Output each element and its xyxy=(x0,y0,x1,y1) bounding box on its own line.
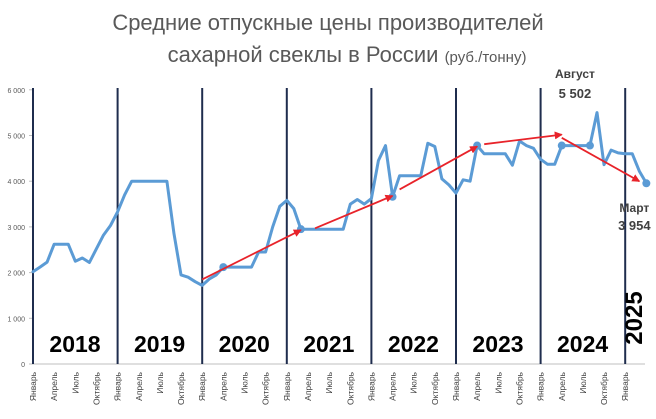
x-tick-label: Январь xyxy=(197,371,207,401)
x-tick-label: Июль xyxy=(409,371,419,393)
year-label: 2020 xyxy=(219,331,270,357)
x-tick-label: Январь xyxy=(282,371,292,401)
year-label: 2019 xyxy=(134,331,185,357)
annotation-label: Март xyxy=(619,201,649,215)
x-tick-label: Июль xyxy=(578,371,588,393)
x-tick-label: Январь xyxy=(451,371,461,401)
year-label: 2022 xyxy=(388,331,439,357)
annotation-label: Август xyxy=(555,67,595,81)
x-tick-label: Январь xyxy=(620,371,630,401)
chart-title-line1: Средние отпускные цены производителей xyxy=(112,10,544,35)
x-tick-label: Январь xyxy=(113,371,123,401)
y-tick-label: 0 xyxy=(21,362,25,369)
y-tick-label: 6 000 xyxy=(7,88,25,95)
x-tick-label: Апрель xyxy=(557,371,567,400)
trend-arrow xyxy=(484,131,563,146)
annotation-value: 3 954 xyxy=(618,218,651,233)
x-tick-label: Апрель xyxy=(218,371,228,400)
x-tick-label: Июль xyxy=(240,371,250,393)
x-tick-label: Апрель xyxy=(49,371,59,400)
highlight-point xyxy=(642,179,651,188)
trend-arrow xyxy=(201,229,302,281)
year-label: 2025 xyxy=(621,291,648,344)
x-tick-label: Апрель xyxy=(472,371,482,400)
year-label: 2024 xyxy=(557,331,608,357)
y-tick-label: 2 000 xyxy=(7,271,25,278)
chart-unit: (руб./тонну) xyxy=(444,49,527,66)
year-label: 2018 xyxy=(49,331,100,357)
year-label: 2023 xyxy=(472,331,523,357)
x-tick-label: Октябрь xyxy=(514,371,524,405)
x-tick-label: Январь xyxy=(366,371,376,401)
x-tick-label: Январь xyxy=(28,371,38,401)
y-tick-label: 4 000 xyxy=(7,179,25,186)
x-tick-label: Апрель xyxy=(134,371,144,400)
x-tick-label: Октябрь xyxy=(430,371,440,405)
x-tick-label: Апрель xyxy=(303,371,313,400)
x-tick-label: Октябрь xyxy=(345,371,355,405)
x-tick-label: Июль xyxy=(324,371,334,393)
trend-arrow xyxy=(399,145,479,191)
x-tick-label: Июль xyxy=(493,371,503,393)
x-tick-label: Июль xyxy=(155,371,165,393)
x-tick-label: Июль xyxy=(70,371,80,393)
trend-arrow xyxy=(314,194,394,230)
y-tick-label: 3 000 xyxy=(7,225,25,232)
y-tick-label: 5 000 xyxy=(7,134,25,141)
year-label: 2021 xyxy=(303,331,354,357)
x-tick-label: Апрель xyxy=(388,371,398,400)
chart-title-text: сахарной свеклы в России xyxy=(167,42,439,67)
y-tick-label: 1 000 xyxy=(7,316,25,323)
annotation-point xyxy=(585,141,594,150)
x-tick-label: Октябрь xyxy=(176,371,186,405)
highlight-point xyxy=(557,141,566,150)
x-tick-label: Октябрь xyxy=(91,371,101,405)
price-line xyxy=(31,111,648,287)
x-tick-label: Октябрь xyxy=(261,371,271,405)
x-tick-label: Октябрь xyxy=(599,371,609,405)
chart-title-line2: сахарной свеклы в России (руб./тонну) xyxy=(0,42,656,71)
annotation-value: 5 502 xyxy=(559,86,592,101)
trend-arrow xyxy=(561,136,641,182)
x-tick-label: Январь xyxy=(536,371,546,401)
